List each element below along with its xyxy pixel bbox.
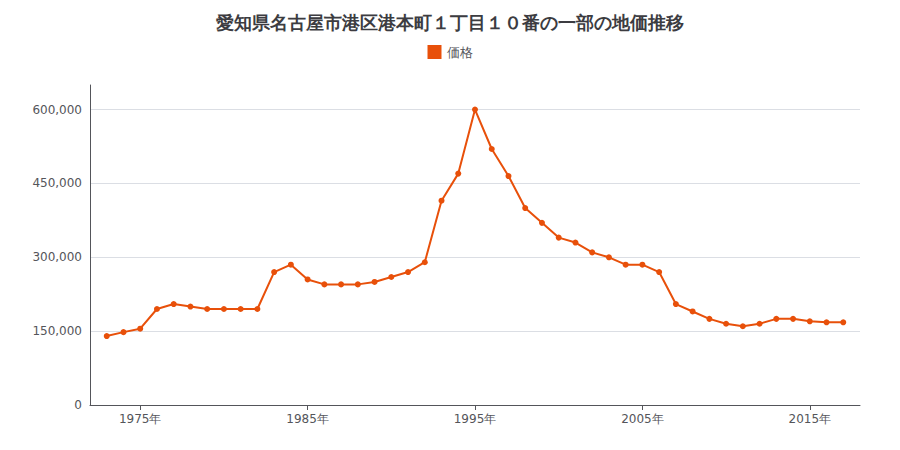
svg-text:450,000: 450,000 <box>32 176 82 190</box>
svg-text:300,000: 300,000 <box>32 250 82 264</box>
svg-text:1975年: 1975年 <box>119 412 162 426</box>
svg-text:価格: 価格 <box>447 45 473 60</box>
svg-text:1995年: 1995年 <box>454 412 497 426</box>
svg-text:150,000: 150,000 <box>32 324 82 338</box>
svg-text:2015年: 2015年 <box>789 412 832 426</box>
svg-text:2005年: 2005年 <box>621 412 664 426</box>
svg-text:1985年: 1985年 <box>286 412 329 426</box>
svg-text:愛知県名古屋市港区港本町１丁目１０番の一部の地価推移: 愛知県名古屋市港区港本町１丁目１０番の一部の地価推移 <box>216 12 684 33</box>
svg-text:600,000: 600,000 <box>32 103 82 117</box>
svg-text:0: 0 <box>74 398 82 412</box>
